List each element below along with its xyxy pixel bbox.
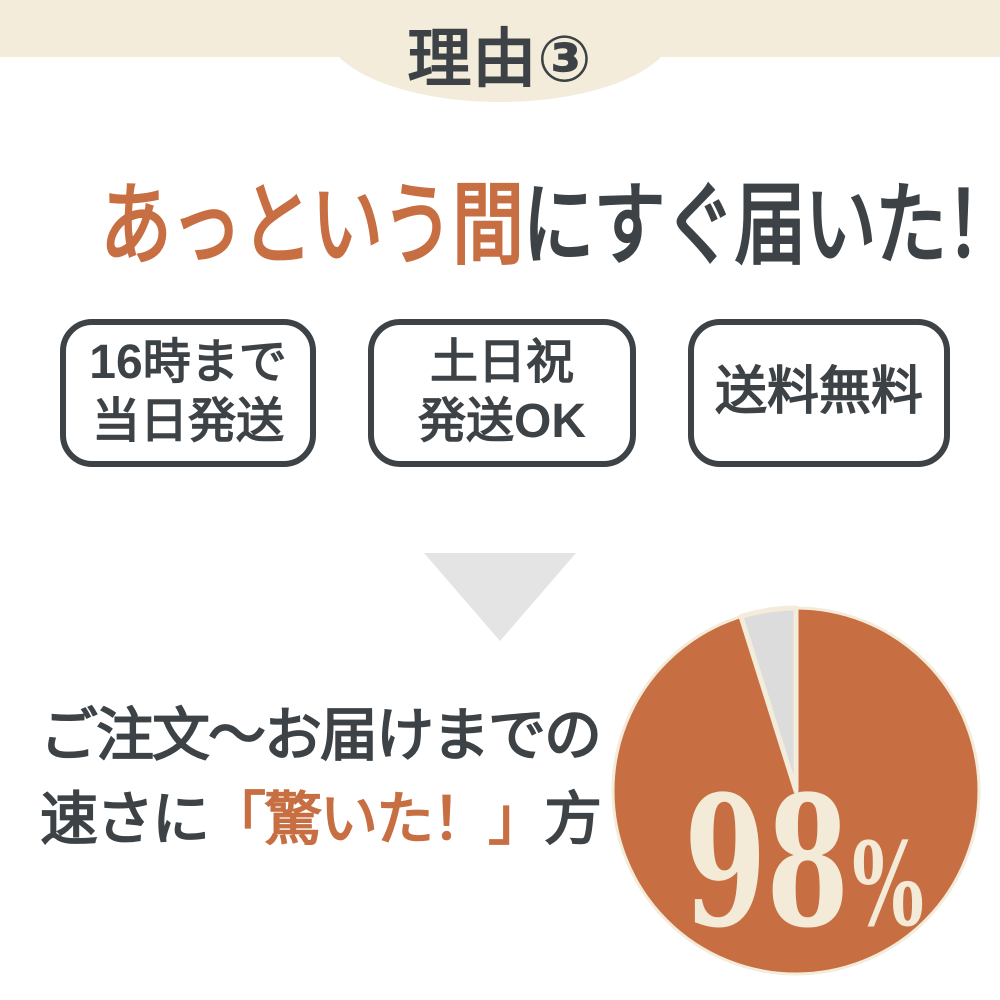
headline-rest: にすぐ届いた！	[522, 176, 1000, 276]
headline: あっという間にすぐ届いた！	[100, 152, 1000, 282]
pie-percent-value: 98	[684, 757, 849, 968]
badge-line: 当日発送	[91, 395, 284, 448]
down-triangle-icon	[424, 553, 576, 641]
pie-slice-remainder	[738, 605, 799, 794]
page-title: 理由③	[407, 23, 593, 95]
caption-suffix: 方	[544, 787, 602, 853]
pie-caption: ご注文〜お届けまでの 速さに「驚いた！」方	[40, 694, 602, 862]
headline-highlight: あっという間	[100, 176, 524, 276]
badge-free-shipping: 送料無料	[688, 319, 950, 467]
pie-percent-unit: %	[852, 818, 924, 953]
pie-caption-line2: 速さに「驚いた！」方	[40, 778, 602, 862]
badge-line: 送料無料	[714, 363, 923, 422]
badge-line: 16時まで	[89, 336, 287, 390]
badge-line: 発送OK	[417, 395, 586, 448]
badge-line: 土日祝	[429, 336, 574, 390]
badge-same-day-shipping: 16時まで 当日発送	[60, 319, 316, 467]
pie-percent-label: 98 %	[684, 757, 924, 968]
badge-row: 16時まで 当日発送 土日祝 発送OK 送料無料	[60, 319, 950, 467]
pie-caption-line1: ご注文〜お届けまでの	[40, 703, 602, 768]
badge-weekend-shipping: 土日祝 発送OK	[368, 319, 636, 467]
pie-chart: 98 %	[600, 595, 992, 987]
caption-highlight: 「驚いた！」	[208, 787, 546, 853]
caption-prefix: 速さに	[40, 787, 210, 853]
